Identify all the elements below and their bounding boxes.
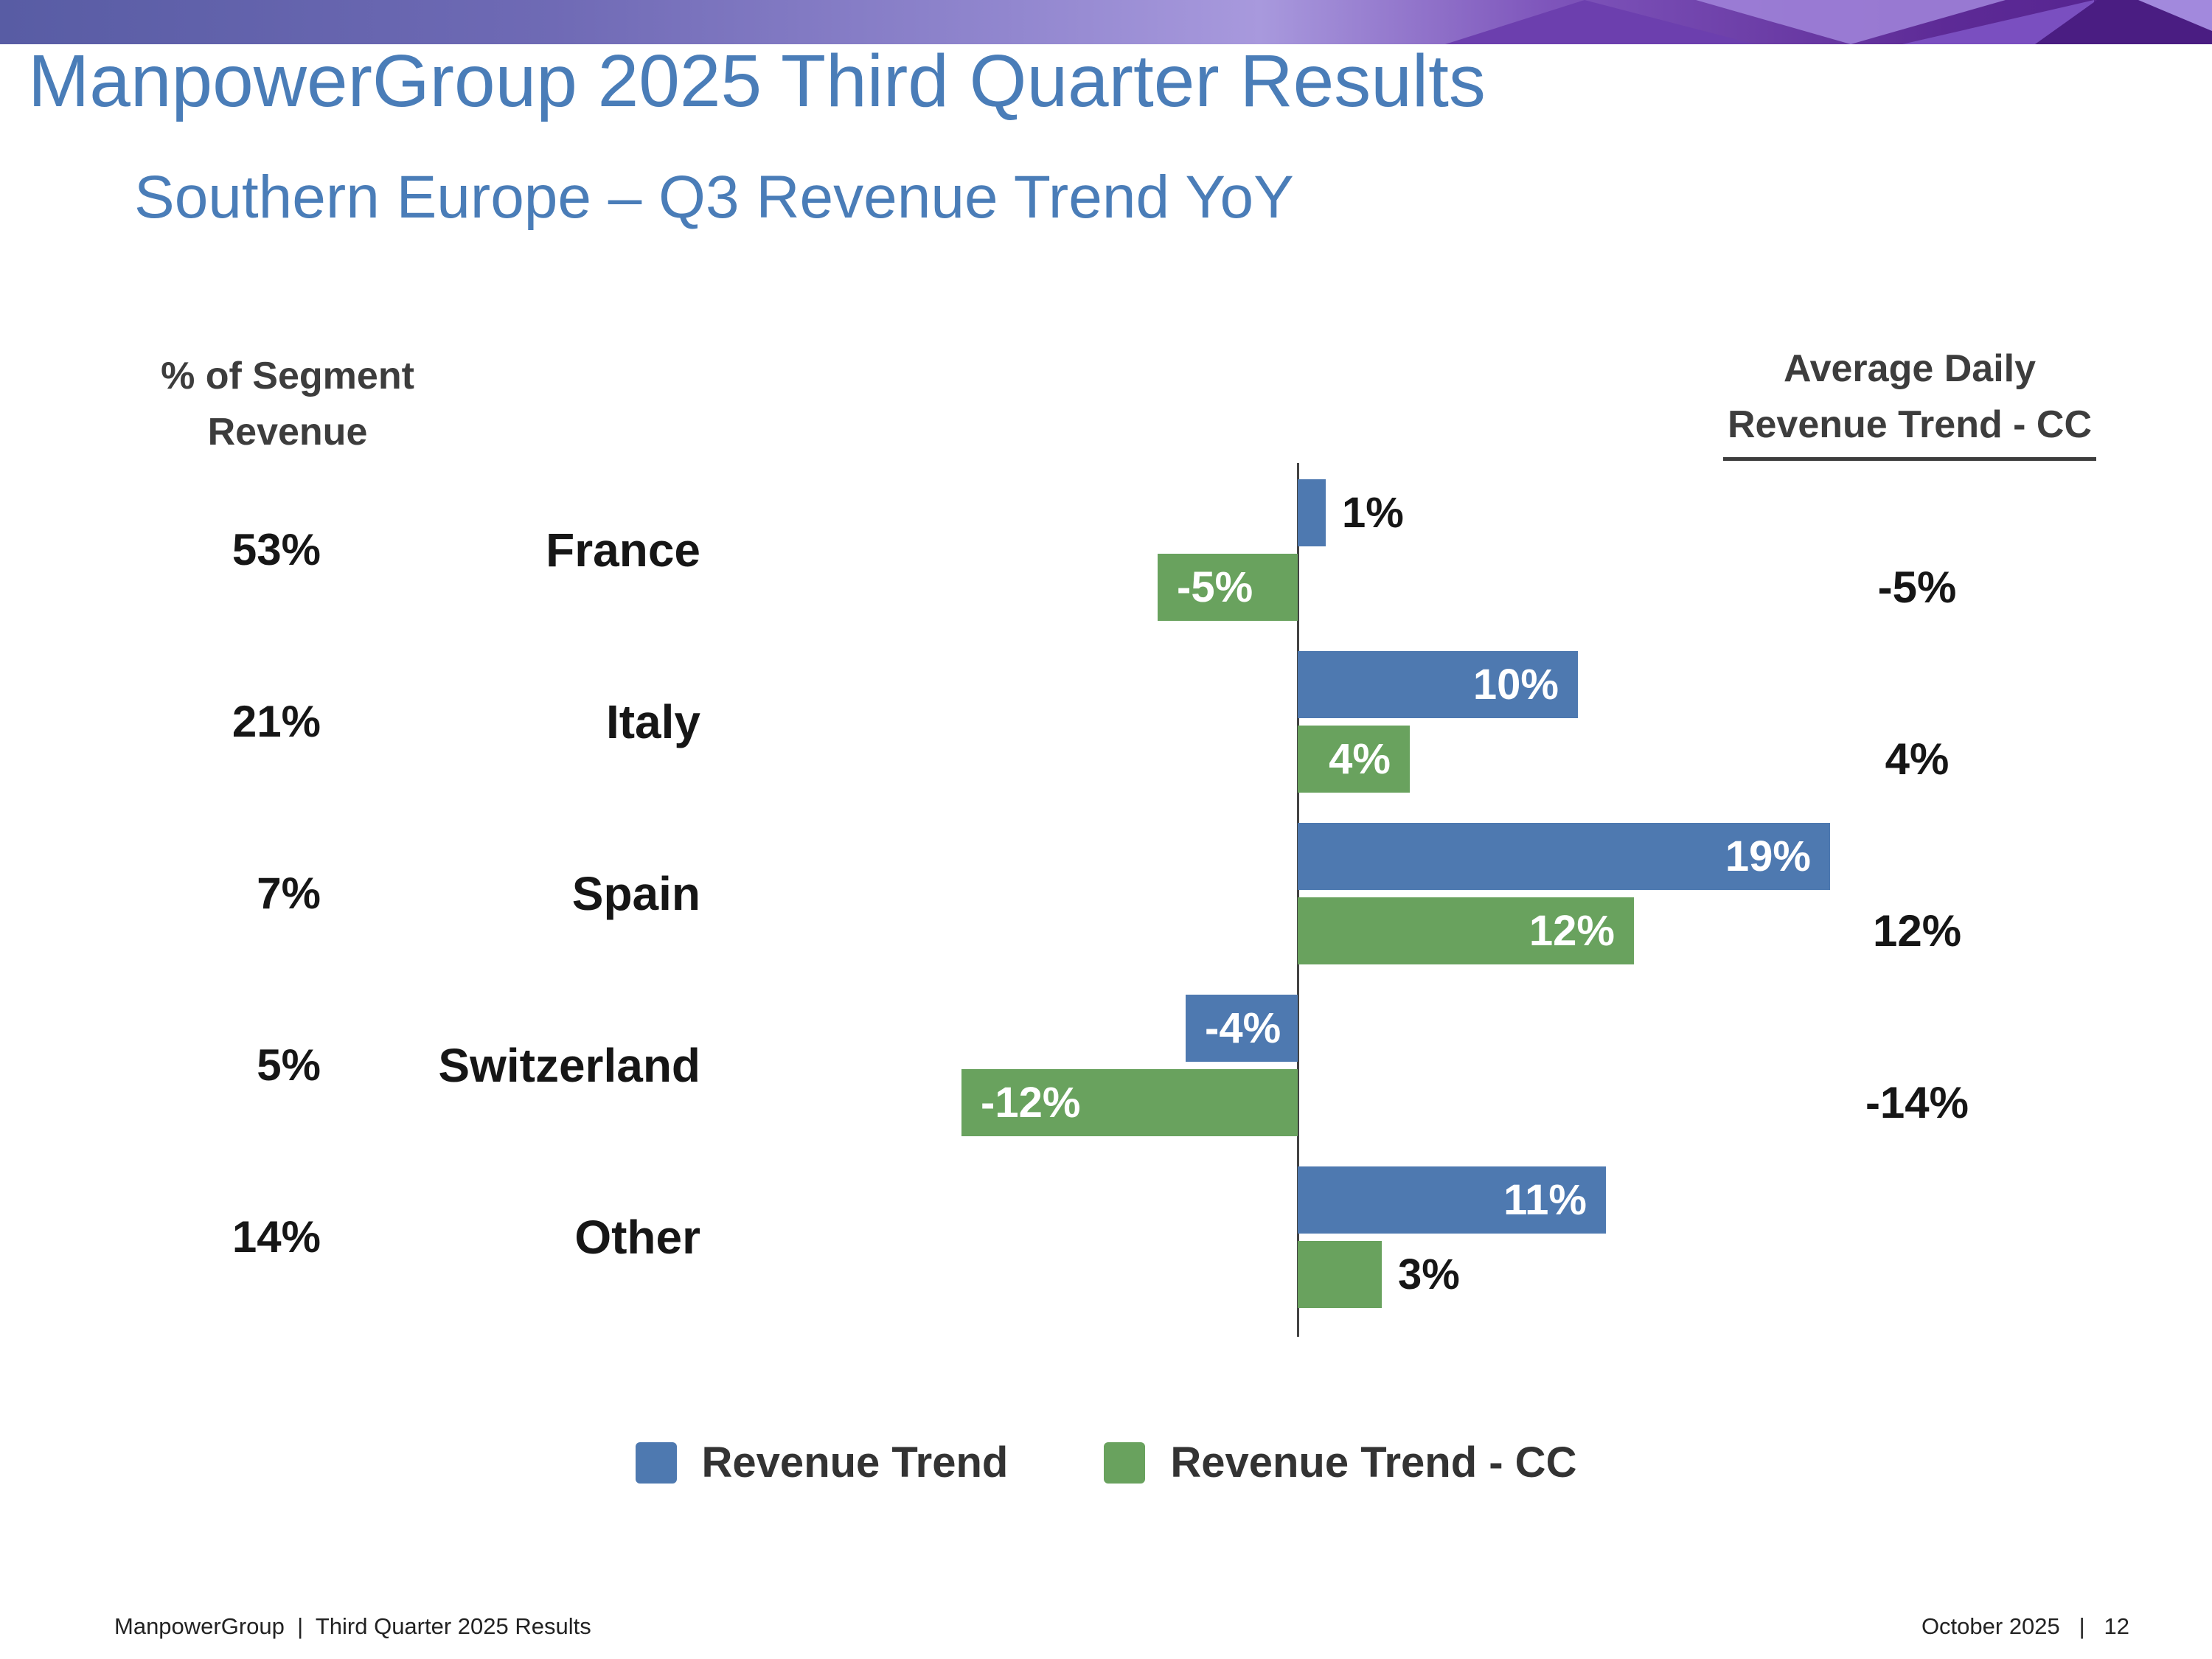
segment-revenue-france: 53% [232,525,321,574]
bar-revenue-trend-france [1298,479,1326,546]
bar-revenue-trend-cc-other [1298,1241,1382,1308]
footer-right-text: October 2025 | 12 [1921,1613,2129,1639]
bar-revenue-trend-cc-spain [1298,897,1634,964]
segment-revenue-spain: 7% [257,869,321,918]
footer-left-text: ManpowerGroup | Third Quarter 2025 Resul… [114,1613,591,1639]
avg-daily-cc-france: -5% [1877,562,1957,612]
legend-swatch-revenue-trend-cc [1104,1441,1146,1484]
bar-label-revenue-trend-france: 1% [1342,489,1404,537]
category-label-spain: Spain [571,867,700,920]
legend-label-revenue-trend: Revenue Trend [701,1439,1009,1486]
bar-revenue-trend-switzerland [1186,995,1298,1062]
bar-revenue-trend-other [1298,1166,1606,1234]
bar-label-revenue-trend-italy: 10% [1472,661,1559,709]
category-label-switzerland: Switzerland [438,1039,700,1092]
right-axis-header-line1: Average Daily [1783,347,2037,390]
page-subtitle: Southern Europe – Q3 Revenue Trend YoY [134,164,1294,231]
right-axis-header-line2: Revenue Trend - CC [1722,397,2097,461]
top-banner [0,0,2212,44]
segment-revenue-other: 14% [232,1212,321,1262]
category-label-other: Other [574,1211,700,1264]
bar-label-revenue-trend-switzerland: -4% [1205,1004,1281,1052]
chart-legend: Revenue Trend Revenue Trend - CC [0,1438,2212,1487]
bar-revenue-trend-italy [1298,651,1578,718]
left-axis-header-line1: % of Segment [161,355,414,397]
category-label-italy: Italy [605,695,700,748]
legend-item-revenue-trend: Revenue Trend [635,1438,1009,1487]
bar-revenue-trend-cc-italy [1298,726,1410,793]
category-label-france: France [546,524,700,577]
bar-revenue-trend-spain [1298,823,1830,890]
left-axis-header-line2: Revenue [207,411,368,453]
bar-label-revenue-trend-spain: 19% [1725,832,1811,880]
bar-label-revenue-trend-cc-spain: 12% [1528,907,1615,955]
left-axis-header: % of Segment Revenue [103,348,472,460]
avg-daily-cc-italy: 4% [1885,734,1950,784]
bar-label-revenue-trend-cc-france: -5% [1177,563,1253,611]
bar-label-revenue-trend-other: 11% [1503,1176,1587,1224]
legend-item-revenue-trend-cc: Revenue Trend - CC [1104,1438,1576,1487]
bar-revenue-trend-cc-switzerland [961,1069,1298,1136]
legend-label-revenue-trend-cc: Revenue Trend - CC [1170,1439,1577,1486]
segment-revenue-italy: 21% [232,697,321,746]
page-title: ManpowerGroup 2025 Third Quarter Results [28,40,1486,122]
bar-label-revenue-trend-cc-italy: 4% [1329,735,1391,783]
bar-label-revenue-trend-cc-switzerland: -12% [981,1079,1081,1127]
avg-daily-cc-switzerland: -14% [1865,1077,1969,1127]
avg-daily-cc-spain: 12% [1872,905,1962,956]
segment-revenue-switzerland: 5% [257,1040,321,1090]
bar-label-revenue-trend-cc-other: 3% [1398,1251,1460,1298]
legend-swatch-revenue-trend [635,1441,677,1484]
right-axis-header: Average Daily Revenue Trend - CC [1681,341,2138,461]
bar-revenue-trend-cc-france [1158,554,1298,621]
